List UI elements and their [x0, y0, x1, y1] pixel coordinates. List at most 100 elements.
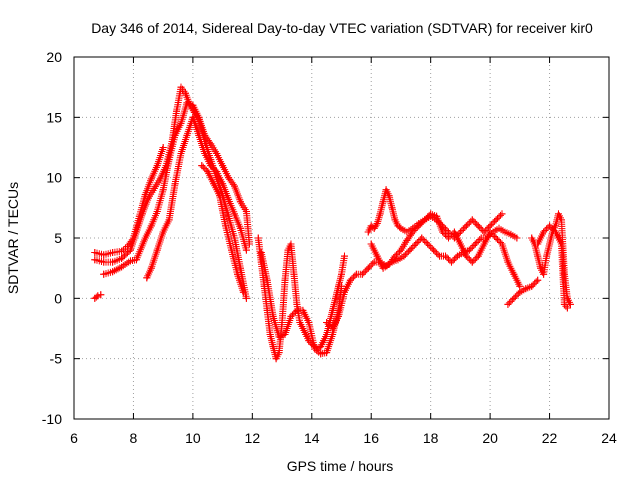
data-point: [501, 228, 509, 236]
data-point: [290, 270, 298, 278]
data-point: [195, 113, 203, 121]
data-point: [456, 240, 464, 248]
data-point: [173, 107, 181, 115]
data-point: [534, 276, 542, 284]
data-point: [109, 248, 117, 256]
data-point: [462, 222, 470, 230]
x-tick-label: 10: [185, 430, 201, 446]
data-point: [412, 240, 420, 248]
data-point: [421, 216, 429, 224]
data-point: [373, 220, 381, 228]
data-point: [100, 270, 108, 278]
data-point: [323, 349, 331, 357]
data-point: [118, 263, 126, 271]
data-point: [498, 210, 506, 218]
data-point: [563, 294, 571, 302]
data-point: [275, 333, 283, 341]
data-point: [510, 270, 518, 278]
series-track-i: [323, 224, 521, 332]
data-point: [242, 207, 250, 215]
data-point: [204, 168, 212, 176]
data-point: [118, 255, 126, 263]
data-point: [269, 312, 277, 320]
data-point: [436, 252, 444, 260]
data-point: [498, 240, 506, 248]
data-point: [338, 282, 345, 290]
data-point: [409, 228, 417, 236]
data-point: [219, 162, 227, 170]
data-point: [486, 222, 494, 230]
x-tick-label: 16: [363, 430, 379, 446]
data-point: [177, 150, 185, 158]
data-point: [546, 222, 554, 230]
data-point: [370, 258, 378, 266]
data-point: [504, 300, 512, 308]
data-point: [225, 212, 233, 220]
data-point: [537, 264, 545, 272]
data-point: [450, 228, 458, 236]
series-track-a: [91, 144, 167, 259]
data-point: [468, 216, 476, 224]
data-point: [540, 270, 548, 278]
plot-frame: [73, 56, 610, 420]
data-point: [207, 162, 215, 170]
x-axis-label: GPS time / hours: [287, 458, 394, 474]
data-point: [201, 150, 209, 158]
y-tick-label: 5: [54, 230, 62, 246]
data-point: [403, 236, 411, 244]
data-point: [445, 234, 452, 242]
data-point: [195, 131, 203, 139]
data-point: [189, 113, 197, 121]
data-point: [486, 228, 494, 236]
data-point: [263, 276, 271, 284]
data-point: [317, 350, 325, 358]
data-point: [465, 246, 473, 254]
data-point: [91, 248, 99, 256]
series-track-k: [367, 210, 524, 290]
series-track-l: [504, 276, 542, 308]
data-point: [382, 186, 390, 194]
data-point: [126, 257, 134, 265]
data-point: [293, 306, 301, 314]
data-point: [376, 210, 384, 218]
data-point: [516, 288, 524, 296]
series-track-c: [100, 99, 253, 278]
y-tick-label: 0: [54, 290, 62, 306]
data-point: [480, 240, 488, 248]
data-point: [439, 228, 447, 236]
data-point: [118, 247, 126, 255]
data-point: [177, 83, 185, 91]
data-point: [557, 216, 565, 224]
data-point: [480, 228, 488, 236]
data-point: [144, 194, 152, 202]
data-point: [266, 331, 274, 339]
data-point: [385, 261, 393, 269]
data-point: [418, 234, 426, 242]
y-tick-label: 10: [46, 170, 62, 186]
data-point: [370, 224, 378, 232]
data-point: [159, 228, 167, 236]
data-point: [150, 185, 158, 193]
data-point: [165, 216, 173, 224]
data-point: [332, 294, 340, 302]
data-point: [442, 252, 450, 260]
data-point: [507, 230, 515, 238]
data-point: [242, 246, 250, 254]
y-axis-ticks: -10 -5 0 5 10 15 20: [42, 49, 609, 427]
data-point: [560, 300, 568, 308]
data-point: [462, 252, 470, 260]
data-point: [415, 222, 423, 230]
x-tick-label: 12: [245, 430, 261, 446]
data-point: [233, 270, 241, 278]
data-point: [231, 210, 238, 218]
data-point: [143, 274, 151, 282]
data-point: [296, 318, 304, 326]
data-point: [373, 252, 381, 260]
data-point: [552, 228, 559, 236]
data-point: [97, 291, 105, 299]
data-point: [471, 240, 479, 248]
data-point: [468, 258, 476, 266]
data-point: [275, 349, 283, 357]
data-point: [231, 182, 238, 190]
